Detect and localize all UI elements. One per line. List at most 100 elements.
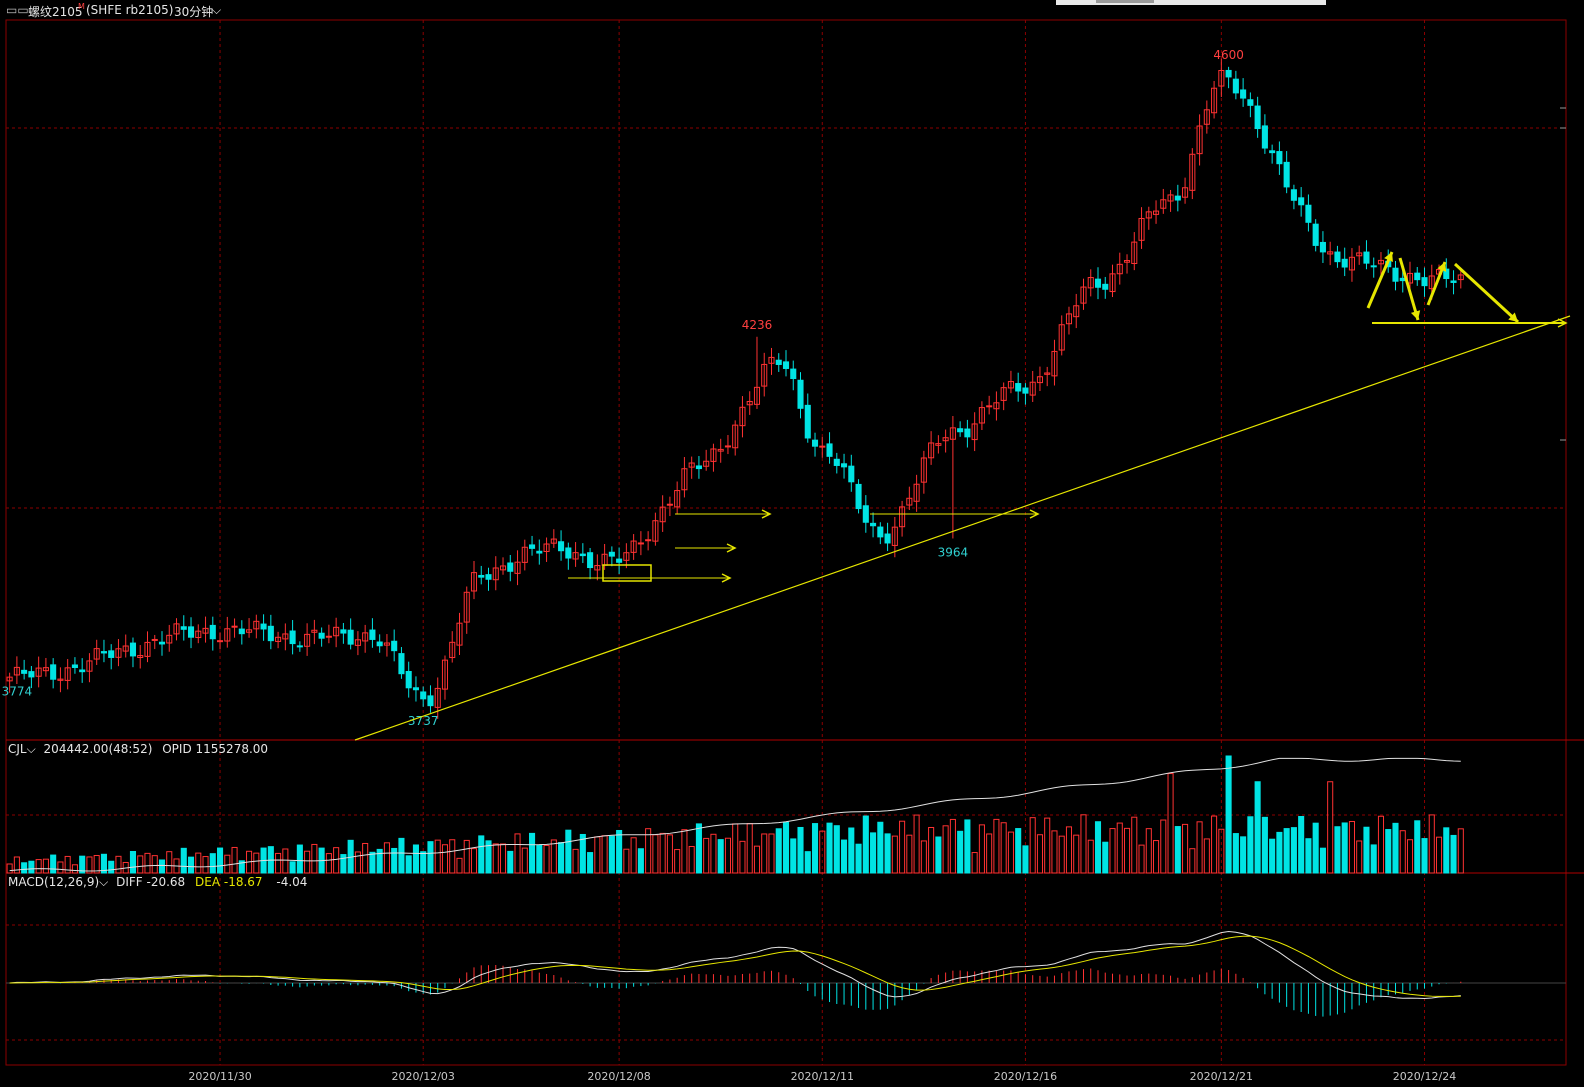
candle-down [855,483,862,510]
candle-up [1080,286,1087,304]
chevron-down-icon[interactable]: ⌵ [99,875,109,889]
candle-down [1305,204,1312,223]
volume-bar [1377,815,1385,874]
volume-bar [1000,822,1007,874]
volume-bar [529,832,536,874]
candle-down [405,670,412,689]
volume-bar [1240,836,1247,874]
volume-bar [1305,838,1312,874]
candle-down [884,533,891,544]
candle-up [920,457,927,483]
candle-down [398,653,405,675]
volume-bar [1044,817,1051,874]
candle-up [1153,210,1160,215]
volume-bar [1363,826,1370,874]
candle-up [913,483,920,502]
volume-bar [217,847,224,874]
volume-bar [514,833,521,874]
candle-up [1356,252,1363,257]
candle-down [209,624,216,640]
volume-bar [376,848,383,874]
candle-down [1312,223,1319,246]
candle-up [543,543,550,552]
volume-bar [565,829,572,874]
volume-bar [1116,822,1123,874]
volume-bar [753,845,761,874]
volume-bar [891,835,898,874]
candle-up [1065,313,1073,325]
candle-down [833,458,840,466]
volume-bar [1247,816,1254,874]
candle-down [1334,251,1341,263]
trendline [354,315,1571,741]
candle-down [238,628,245,635]
candle-up [521,546,528,563]
candle-up [1327,251,1334,255]
candle-down [862,505,869,523]
x-tick-label: 2020/12/08 [587,1070,650,1083]
drawn-arrow-head [1508,312,1518,322]
candle-down [1102,283,1109,290]
volume-bar [645,828,652,874]
candle-down [797,379,804,409]
candle-down [848,465,855,483]
volume-bar [463,839,470,874]
volume-bar [1131,816,1138,874]
candle-up [1007,381,1014,389]
volume-bar [238,860,245,874]
candle-down [558,541,565,552]
volume-bar [202,856,209,874]
volume-bar [971,852,978,874]
volume-bar [1450,834,1457,874]
volume-bar [1385,829,1392,874]
candle-down [187,626,195,638]
candle-up [1131,241,1138,264]
chevron-down-icon[interactable]: ⌵ [212,3,222,17]
volume-bar [1232,833,1239,874]
volume-bar [1392,822,1399,874]
volume-bar [1276,831,1283,874]
volume-bar [1211,815,1218,874]
volume-bar [158,859,166,874]
macd-value: -4.04 [276,875,308,889]
volume-bar [1370,844,1377,874]
candle-down [1443,268,1450,280]
volume-bar [855,843,862,874]
x-tick-label: 2020/12/21 [1190,1070,1253,1083]
candle-up [978,407,985,424]
period-selector[interactable]: 30分钟 [174,5,214,19]
candle-up [1218,70,1225,87]
window-icon[interactable]: ▭▭ [6,3,29,17]
volume-bar [50,854,57,874]
macd-legend: MACD(12,26,9)⌵ DIFF -20.68 DEA -18.67 -4… [8,875,307,890]
candle-down [420,691,427,700]
diff-label: DIFF [116,875,143,889]
volume-bar [282,848,289,874]
chevron-down-icon[interactable]: ⌵ [26,742,36,756]
volume-bar [492,843,499,874]
volume-bar [543,844,550,874]
volume-indicator-name[interactable]: CJL [8,742,27,756]
arrow-head [721,573,732,583]
volume-bar [391,847,398,874]
volume-bar [1094,821,1102,874]
candle-down [158,641,166,645]
candle-down [1247,99,1254,106]
volume-bar [1312,822,1319,874]
candle-up [703,460,710,467]
volume-bar [42,858,49,874]
volume-bar [427,841,434,874]
candle-down [1276,151,1283,165]
candle-up [35,667,42,677]
candle-up [1428,275,1435,290]
volume-bar [1428,814,1435,874]
volume-bar [659,832,666,874]
volume-bar [1145,828,1152,874]
candle-down [790,368,797,380]
macd-indicator-name[interactable]: MACD(12,26,9) [8,875,100,889]
symbol-name[interactable]: 螺纹2105 [28,5,83,19]
volume-bar [899,820,906,874]
volume-bar [1160,819,1167,874]
candle-down [1232,78,1239,94]
